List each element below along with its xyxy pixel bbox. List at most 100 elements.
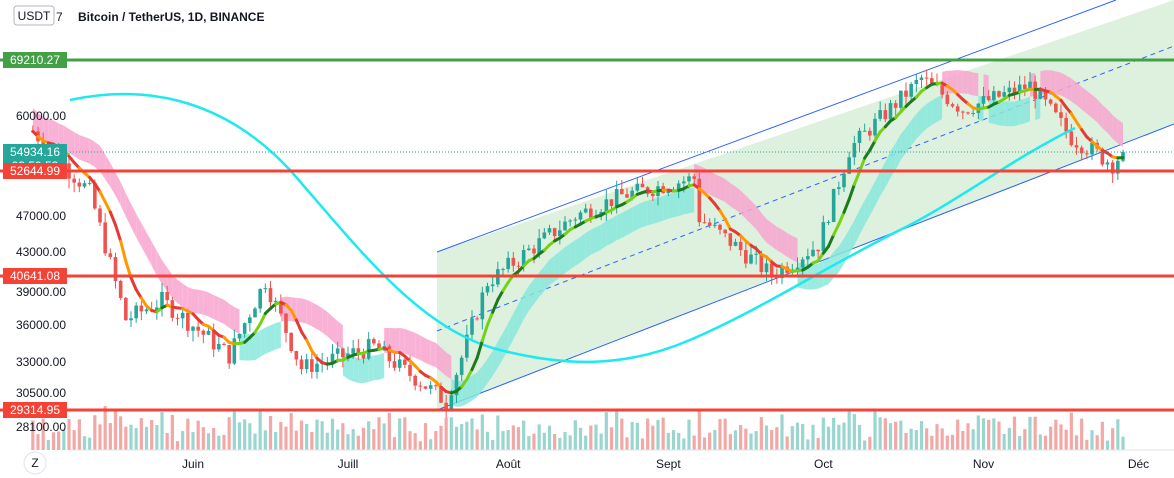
zoom-button[interactable] bbox=[23, 451, 47, 475]
candle[interactable] bbox=[392, 353, 397, 371]
candle[interactable] bbox=[955, 103, 960, 117]
candle[interactable] bbox=[899, 90, 903, 111]
candle[interactable] bbox=[103, 213, 107, 256]
candle[interactable] bbox=[837, 181, 841, 196]
candle[interactable] bbox=[852, 135, 857, 166]
candle[interactable] bbox=[237, 333, 242, 342]
candle[interactable] bbox=[806, 248, 810, 267]
candle[interactable] bbox=[733, 238, 738, 247]
candle[interactable] bbox=[961, 110, 965, 120]
candle[interactable] bbox=[160, 283, 164, 317]
candle[interactable] bbox=[268, 280, 273, 307]
candle[interactable] bbox=[480, 286, 485, 330]
candle[interactable] bbox=[997, 90, 1001, 98]
candle[interactable] bbox=[165, 285, 169, 306]
candle[interactable] bbox=[191, 325, 195, 342]
candle[interactable] bbox=[992, 85, 996, 103]
candle[interactable] bbox=[604, 189, 609, 221]
candle[interactable] bbox=[609, 199, 614, 215]
candle[interactable] bbox=[552, 227, 557, 240]
candle[interactable] bbox=[227, 344, 231, 369]
candle[interactable] bbox=[284, 312, 288, 343]
candle[interactable] bbox=[702, 213, 707, 224]
candle[interactable] bbox=[857, 127, 862, 153]
candle[interactable] bbox=[1007, 80, 1012, 101]
candle[interactable] bbox=[1085, 150, 1089, 160]
candle[interactable] bbox=[718, 223, 722, 235]
candle[interactable] bbox=[909, 81, 913, 101]
candle[interactable] bbox=[697, 172, 702, 227]
candle[interactable] bbox=[542, 228, 547, 240]
candle[interactable] bbox=[139, 301, 144, 321]
candle[interactable] bbox=[279, 294, 283, 317]
candle[interactable] bbox=[465, 324, 469, 362]
candle[interactable] bbox=[186, 309, 190, 338]
candle[interactable] bbox=[893, 100, 898, 118]
candle[interactable] bbox=[707, 218, 712, 229]
candle[interactable] bbox=[118, 279, 123, 301]
candle[interactable] bbox=[490, 275, 495, 293]
candle[interactable] bbox=[800, 256, 805, 278]
candle[interactable] bbox=[108, 248, 113, 260]
candle[interactable] bbox=[842, 171, 846, 192]
candle[interactable] bbox=[1116, 156, 1120, 181]
candle[interactable] bbox=[397, 353, 402, 372]
candle[interactable] bbox=[289, 332, 293, 354]
candle[interactable] bbox=[423, 386, 428, 390]
candle[interactable] bbox=[986, 89, 991, 102]
zoom-key-label[interactable]: Z bbox=[31, 456, 38, 470]
candle[interactable] bbox=[134, 302, 138, 323]
candle[interactable] bbox=[625, 188, 629, 199]
candle[interactable] bbox=[744, 242, 748, 269]
candle[interactable] bbox=[573, 217, 578, 226]
candle[interactable] bbox=[640, 176, 645, 188]
candle[interactable] bbox=[459, 355, 464, 382]
candle[interactable] bbox=[434, 384, 438, 391]
candle[interactable] bbox=[155, 299, 159, 320]
candle[interactable] bbox=[883, 103, 888, 123]
candle[interactable] bbox=[180, 310, 185, 329]
candle[interactable] bbox=[222, 342, 226, 346]
candle[interactable] bbox=[356, 338, 361, 361]
candle[interactable] bbox=[470, 310, 474, 340]
candle[interactable] bbox=[299, 355, 304, 375]
candle[interactable] bbox=[475, 316, 479, 321]
candle[interactable] bbox=[113, 252, 118, 289]
candle[interactable] bbox=[862, 123, 867, 132]
candle[interactable] bbox=[1017, 75, 1022, 101]
candle[interactable] bbox=[413, 374, 417, 391]
candle[interactable] bbox=[826, 220, 831, 226]
candle[interactable] bbox=[563, 216, 567, 231]
candle[interactable] bbox=[1028, 72, 1032, 89]
candle[interactable] bbox=[1054, 102, 1058, 114]
candle[interactable] bbox=[418, 381, 423, 392]
candle[interactable] bbox=[728, 233, 733, 251]
candle[interactable] bbox=[242, 322, 247, 338]
candle[interactable] bbox=[258, 288, 262, 313]
candle[interactable] bbox=[124, 297, 128, 321]
candle[interactable] bbox=[620, 180, 624, 195]
candle[interactable] bbox=[206, 328, 211, 335]
candle[interactable] bbox=[1074, 136, 1079, 155]
candle[interactable] bbox=[568, 218, 572, 227]
candle[interactable] bbox=[310, 349, 314, 379]
candle[interactable] bbox=[232, 329, 237, 365]
candle[interactable] bbox=[403, 357, 407, 369]
candle[interactable] bbox=[454, 372, 459, 404]
candle[interactable] bbox=[341, 347, 345, 368]
candle[interactable] bbox=[950, 102, 955, 108]
candle[interactable] bbox=[77, 178, 82, 193]
candle[interactable] bbox=[428, 380, 433, 395]
candle[interactable] bbox=[904, 82, 908, 107]
candle[interactable] bbox=[966, 111, 970, 115]
candle[interactable] bbox=[1079, 145, 1084, 161]
candle[interactable] bbox=[1105, 159, 1110, 172]
candle[interactable] bbox=[583, 203, 588, 214]
candle[interactable] bbox=[1023, 76, 1027, 97]
currency-badge[interactable] bbox=[13, 5, 55, 26]
candle[interactable] bbox=[527, 244, 531, 251]
candle[interactable] bbox=[713, 217, 717, 228]
candle[interactable] bbox=[811, 241, 815, 258]
candle[interactable] bbox=[868, 127, 872, 141]
candle[interactable] bbox=[170, 296, 175, 322]
